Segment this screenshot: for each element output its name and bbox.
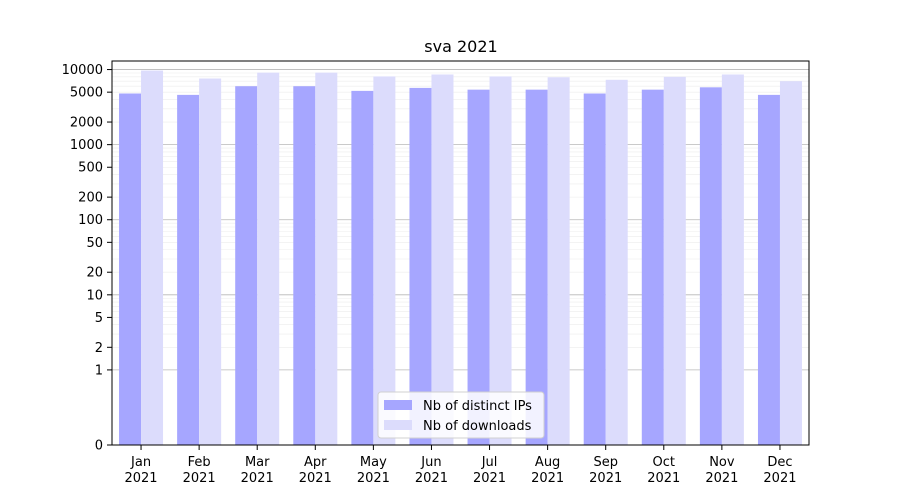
y-tick-label: 5000	[70, 86, 103, 101]
x-tick-label: Jan 2021	[124, 455, 157, 486]
y-tick-label: 100	[78, 213, 103, 228]
x-tick-label: Feb 2021	[183, 455, 216, 486]
bar-distinct-ips	[757, 94, 780, 445]
bar-distinct-ips	[641, 89, 664, 445]
x-tick-label: Jul 2021	[473, 455, 506, 486]
x-tick-label: Nov 2021	[705, 455, 738, 486]
plot-frame	[111, 60, 810, 446]
bar-distinct-ips	[467, 89, 490, 445]
bar-downloads	[605, 79, 628, 446]
legend-swatch	[384, 400, 412, 410]
bar-distinct-ips	[235, 86, 258, 445]
y-tick-label: 2	[95, 341, 103, 356]
bar-distinct-ips	[525, 89, 548, 445]
bars	[119, 70, 802, 446]
bar-distinct-ips	[177, 94, 200, 445]
x-tick-label: Apr 2021	[299, 455, 332, 486]
y-tick-label: 1000	[70, 138, 103, 153]
bar-downloads	[315, 72, 338, 445]
axes: Jan 2021 Feb 2021 Mar 2021 Apr 2021 May 2021 Jun 20…	[62, 60, 810, 486]
bar-downloads	[663, 76, 686, 445]
bar-downloads	[431, 74, 454, 445]
y-tick-label: 20	[86, 266, 103, 281]
y-tick-label: 200	[78, 191, 103, 206]
x-tick-label: Jun 2021	[415, 455, 448, 486]
y-tick-label: 50	[86, 236, 103, 251]
grid-lines	[112, 69, 809, 371]
x-tick-label: Oct 2021	[647, 455, 680, 486]
legend: Nb of distinct IPs Nb of downloads	[377, 391, 545, 439]
bar-distinct-ips	[699, 87, 722, 445]
x-tick-label: Mar 2021	[241, 455, 274, 486]
y-tick-label: 10000	[62, 63, 103, 78]
bar-downloads	[257, 72, 280, 445]
y-tick-label: 500	[78, 161, 103, 176]
legend-label: Nb of downloads	[423, 419, 532, 434]
y-tick-label: 10	[86, 288, 103, 303]
bar-downloads	[199, 78, 222, 446]
bar-downloads	[721, 74, 744, 445]
legend-label: Nb of distinct IPs	[423, 399, 532, 414]
bar-distinct-ips	[119, 93, 142, 446]
y-tick-label: 0	[95, 439, 103, 454]
y-tick-label: 1	[95, 363, 103, 378]
x-tick-label: Aug 2021	[531, 455, 564, 486]
bar-downloads	[141, 70, 164, 445]
y-tick-label: 5	[95, 311, 103, 326]
bar-downloads	[547, 77, 570, 446]
chart-title: sva 2021	[424, 37, 497, 56]
bar-distinct-ips	[293, 86, 316, 445]
bar-downloads	[373, 76, 396, 446]
x-tick-label: May 2021	[357, 455, 390, 486]
x-tick-label: Dec 2021	[763, 455, 796, 486]
y-tick-label: 2000	[70, 116, 103, 131]
bar-distinct-ips	[351, 90, 374, 445]
bar-distinct-ips	[409, 87, 432, 446]
legend-swatch	[384, 420, 412, 430]
bar-downloads	[779, 81, 802, 445]
x-tick-label: Sep 2021	[589, 455, 622, 486]
legend-box	[377, 391, 545, 439]
bar-downloads	[489, 76, 512, 446]
bar-distinct-ips	[583, 93, 606, 446]
plot-area	[112, 61, 809, 445]
